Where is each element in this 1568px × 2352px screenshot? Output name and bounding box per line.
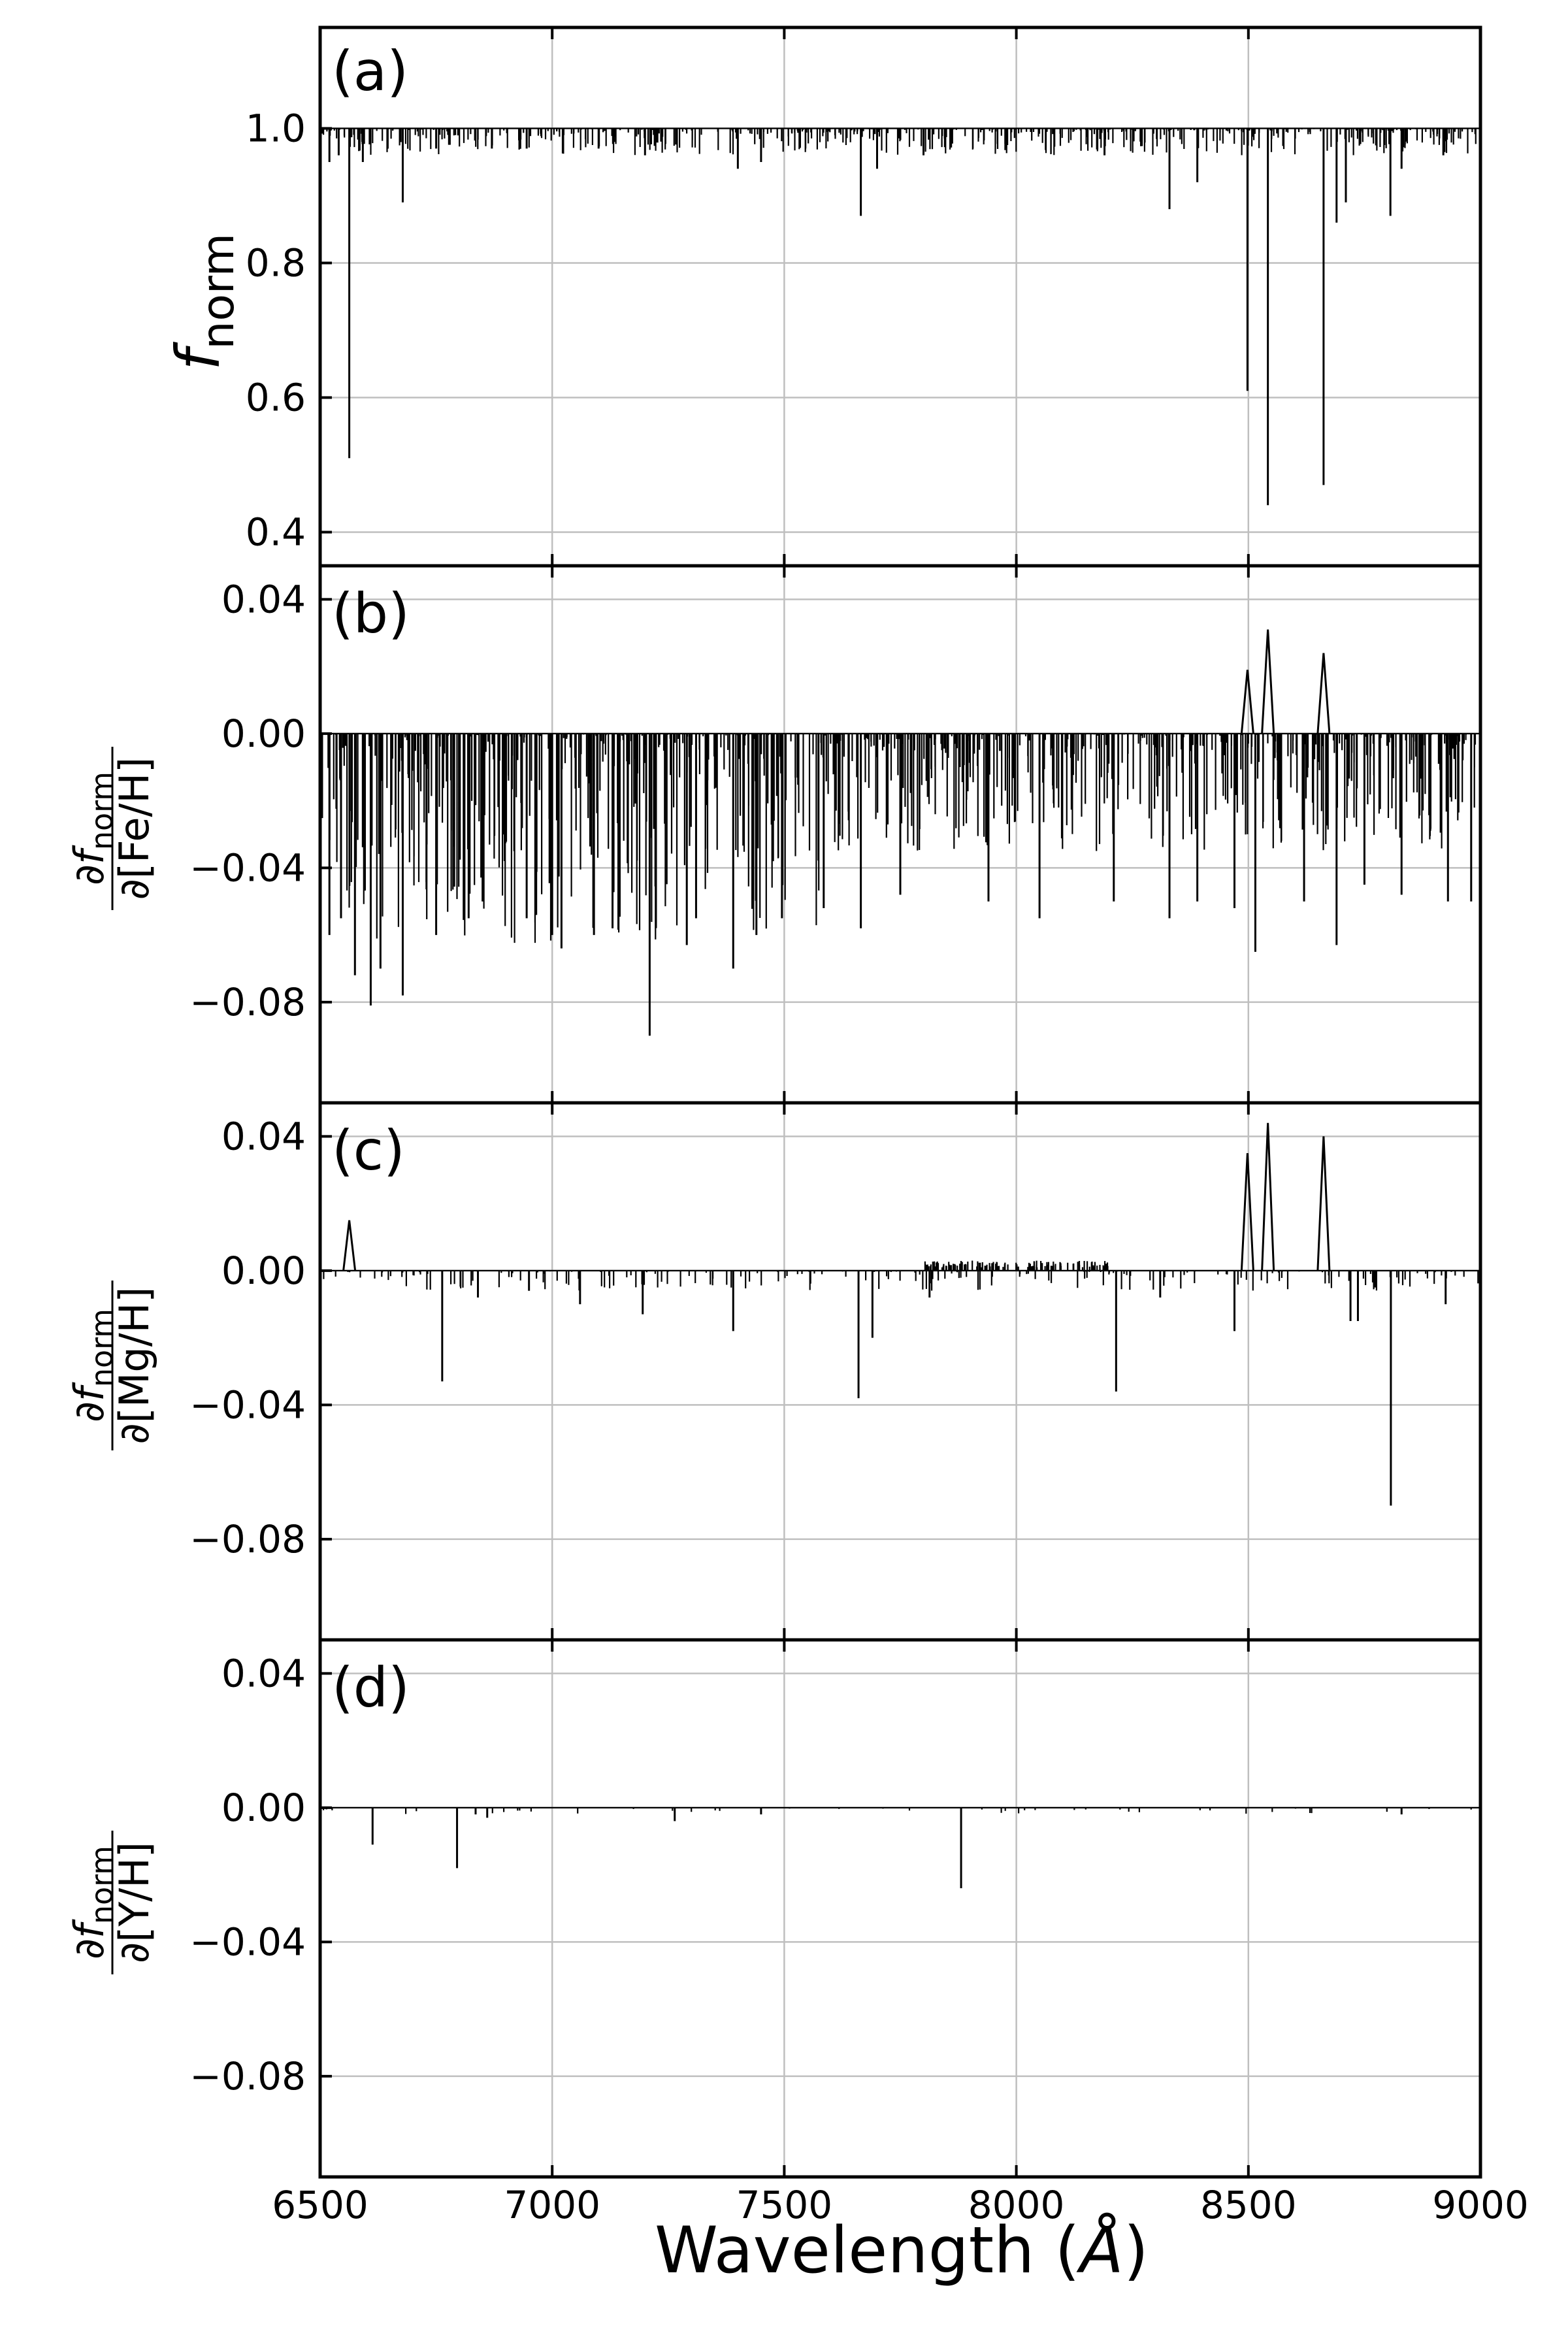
panel-a-ylabel: fnorm — [163, 233, 244, 370]
panel-b-peak-1 — [1261, 629, 1275, 734]
panel-d-spectrum-texture — [320, 1806, 1480, 1814]
panel-a-yticks: 0.4 0.6 0.8 1.0 — [246, 27, 1250, 566]
panel-b-ytick-label-2: 0.00 — [221, 711, 306, 756]
panel-c-ytick-label-0: −0.08 — [189, 1517, 306, 1561]
panel-d-ylabel-num-main: ∂f — [65, 1919, 113, 1959]
panel-d-yticks: −0.08 −0.04 0.00 0.04 — [189, 1640, 1250, 2177]
x-tick-label-6500: 6500 — [272, 2183, 368, 2227]
panel-b-yticks: −0.08 −0.04 0.00 0.04 — [189, 566, 1250, 1103]
panel-a: 0.4 0.6 0.8 1.0 (a) fnorm — [163, 25, 1482, 568]
panel-b-lines — [328, 629, 1473, 1036]
panel-c-ylabel-num-sub: norm — [84, 1309, 120, 1387]
panel-a-ylabel-sub: norm — [193, 233, 244, 350]
panel-d-lines — [371, 1807, 1403, 1889]
panel-a-spectrum-texture — [320, 127, 1480, 155]
panel-c-label: (c) — [332, 1119, 405, 1183]
x-axis-title-suffix: ) — [1124, 2213, 1149, 2288]
panel-b-peak-0 — [1240, 670, 1254, 734]
panel-b-ylabel-denominator: ∂[Fe/H] — [110, 757, 158, 900]
panel-d-ylabel-denominator: ∂[Y/H] — [110, 1842, 158, 1963]
panel-a-lines — [328, 128, 1445, 506]
panel-c: −0.08 −0.04 0.00 0.04 (c) ∂fnorm ∂[Mg/H] — [65, 1101, 1482, 1642]
panel-a-ytick-label-3: 1.0 — [246, 106, 306, 151]
panel-d-ytick-label-3: 0.04 — [221, 1651, 306, 1695]
panel-c-peak-0 — [342, 1220, 357, 1271]
panel-d-ytick-label-2: 0.00 — [221, 1786, 306, 1830]
x-axis-title: Wavelength (Å) — [655, 2213, 1149, 2288]
panel-a-ytick-label-2: 0.8 — [246, 241, 306, 286]
panel-a-ytick-label-1: 0.6 — [246, 376, 306, 420]
panel-d: −0.08 −0.04 0.00 0.04 (d) ∂fnorm ∂[Y/H] — [65, 1638, 1482, 2179]
panel-d-ytick-label-1: −0.04 — [189, 1919, 306, 1964]
x-tick-label-9000: 9000 — [1432, 2183, 1529, 2227]
panel-c-ytick-label-2: 0.00 — [221, 1249, 306, 1293]
x-tick-labels: 6500 7000 7500 8000 8500 9000 — [272, 2183, 1529, 2227]
panel-c-ylabel-num-main: ∂f — [65, 1382, 113, 1422]
panel-d-ytick-label-0: −0.08 — [189, 2054, 306, 2099]
panel-d-ylabel-num-sub: norm — [84, 1846, 120, 1924]
panel-c-ylabel: ∂fnorm ∂[Mg/H] — [65, 1281, 158, 1450]
panel-d-label: (d) — [332, 1656, 410, 1720]
panel-b-ytick-label-0: −0.08 — [189, 980, 306, 1024]
panel-b-ytick-label-1: −0.04 — [189, 845, 306, 890]
panel-c-lines — [342, 1122, 1447, 1506]
x-tick-label-8500: 8500 — [1200, 2183, 1297, 2227]
panel-b-ylabel: ∂fnorm ∂[Fe/H] — [65, 747, 158, 910]
panel-a-ytick-label-0: 0.4 — [246, 510, 306, 555]
panel-b-peak-2 — [1316, 653, 1331, 734]
panel-c-peak-2 — [1261, 1122, 1275, 1271]
panel-b: −0.08 −0.04 0.00 0.04 (b) ∂fnorm ∂[Fe/H] — [65, 564, 1482, 1105]
panel-a-noise — [320, 127, 1480, 155]
panel-b-ylabel-numerator: ∂fnorm — [65, 772, 120, 885]
x-axis-title-unit: Å — [1076, 2213, 1124, 2288]
x-tick-label-7000: 7000 — [504, 2183, 600, 2227]
panel-b-label: (b) — [332, 581, 410, 645]
panel-c-peak-3 — [1316, 1136, 1331, 1271]
panel-b-ytick-label-3: 0.04 — [221, 577, 306, 621]
panel-c-ytick-label-1: −0.04 — [189, 1382, 306, 1427]
x-tick-label-8000: 8000 — [968, 2183, 1065, 2227]
panel-c-noise — [320, 1260, 1480, 1291]
panel-c-spectrum-texture — [320, 1260, 1480, 1291]
panel-b-ylabel-num-main: ∂f — [65, 845, 113, 885]
panel-c-ylabel-denominator: ∂[Mg/H] — [110, 1287, 158, 1445]
panel-c-ytick-label-3: 0.04 — [221, 1114, 306, 1158]
panel-d-ylabel-numerator: ∂fnorm — [65, 1846, 120, 1959]
x-tick-label-7500: 7500 — [736, 2183, 833, 2227]
panel-d-ylabel: ∂fnorm ∂[Y/H] — [65, 1831, 158, 1974]
panel-a-label: (a) — [332, 39, 408, 103]
panel-c-yticks: −0.08 −0.04 0.00 0.04 — [189, 1103, 1250, 1640]
panel-c-ylabel-numerator: ∂fnorm — [65, 1309, 120, 1422]
panel-b-ylabel-num-sub: norm — [84, 772, 120, 850]
x-axis-title-prefix: Wavelength ( — [655, 2213, 1080, 2288]
panel-c-peak-1 — [1240, 1152, 1254, 1271]
panel-d-frame — [318, 1638, 1482, 2179]
panel-d-noise — [320, 1806, 1480, 1814]
